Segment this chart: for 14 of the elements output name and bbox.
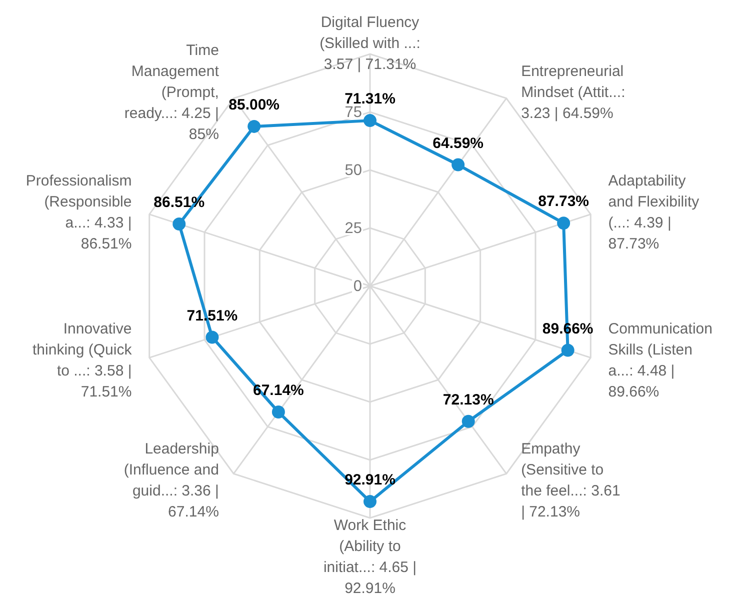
spoke-label: Adaptability and Flexibility (...: 4.39 | 87.73% [608, 172, 700, 252]
spoke-label: Innovative thinking (Quick to ...: 3.58 | 71.51% [32, 320, 132, 401]
spoke-label: Entrepreneurial Mindset (Attit...: 3.23 | 64.59% [521, 62, 626, 122]
data-label: 85.00% [228, 96, 280, 114]
data-label: 64.59% [432, 134, 484, 152]
data-label: 87.73% [538, 193, 590, 210]
spoke-label: Communication Skills (Listen a...: 4.48 | 89.66% [608, 320, 712, 401]
data-label: 72.13% [442, 391, 494, 408]
spoke-label: Leadership (Influence and guid...: 3.36 | 67.14% [124, 440, 219, 521]
spoke-label: Time Management (Prompt, ready...: 4.25 | 85% [124, 42, 220, 143]
spoke-label: Digital Fluency (Skilled with ...: 3.57 | 71.31% [320, 14, 420, 73]
spoke-label: Professionalism (Responsible a...: 4.33 | 86.51% [26, 172, 132, 252]
spoke-label: Work Ethic (Ability to initiat...: 4.65 | 92.91% [323, 517, 417, 596]
spoke-label: Empathy (Sensitive to the feel...: 3.61 | 72.13% [521, 440, 620, 521]
